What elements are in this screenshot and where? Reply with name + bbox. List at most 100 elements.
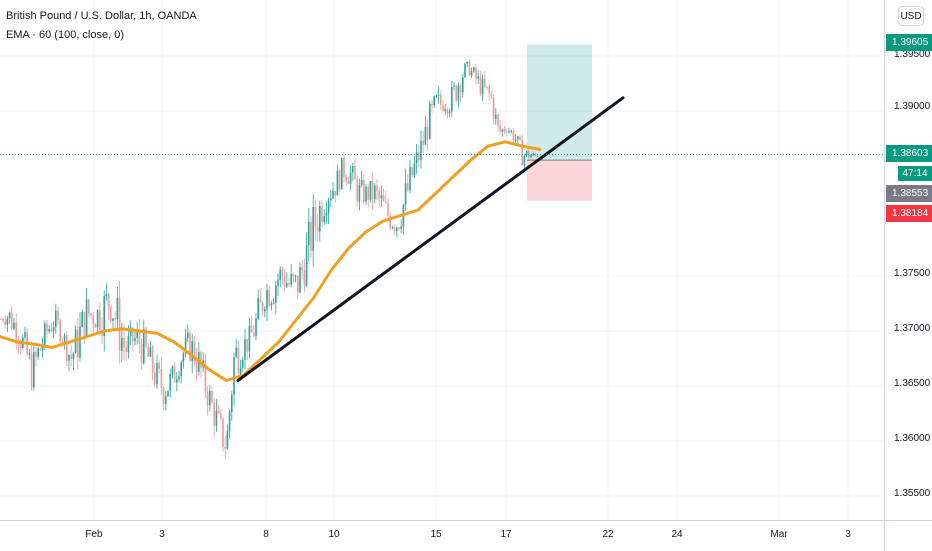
candle (167, 390, 169, 397)
candle (431, 103, 433, 106)
candle (536, 155, 539, 157)
candle (297, 275, 299, 293)
price-chart[interactable] (0, 0, 884, 520)
candle (15, 322, 17, 341)
candle (279, 269, 281, 280)
candle (385, 201, 387, 203)
candle (140, 343, 143, 363)
position-loss-zone (527, 160, 592, 201)
candle (506, 131, 508, 133)
price-tick-label: 1.37500 (894, 268, 931, 279)
candle (514, 139, 517, 141)
trend-line (236, 96, 625, 382)
candle (215, 410, 218, 426)
candle (369, 181, 372, 200)
candle (118, 297, 121, 351)
candle (283, 276, 286, 287)
candle (50, 328, 53, 331)
candle (512, 130, 515, 141)
candle (517, 136, 519, 140)
candle (136, 331, 138, 339)
candle (349, 172, 352, 184)
candle (387, 202, 389, 216)
candle (301, 267, 303, 271)
price-tick-label: 1.37000 (894, 323, 931, 334)
candle (79, 326, 81, 358)
candle (486, 86, 488, 88)
candle (433, 96, 435, 106)
candle (330, 198, 332, 201)
candle (99, 310, 101, 331)
candle (477, 76, 479, 79)
bar-countdown: 47:14 (898, 166, 932, 181)
candle (497, 114, 499, 126)
candle (2, 318, 4, 321)
candle (39, 348, 42, 351)
candle (61, 340, 64, 342)
currency-button[interactable]: USD (898, 6, 924, 26)
candle (178, 376, 180, 380)
candle (437, 94, 440, 96)
candle (367, 186, 369, 200)
candle (224, 447, 226, 449)
candle (290, 273, 292, 285)
candle (310, 221, 312, 251)
candle (488, 86, 490, 94)
candle (244, 339, 246, 360)
candle (13, 322, 15, 329)
time-tick-label: 8 (263, 529, 269, 540)
candle (464, 63, 466, 78)
candle (235, 347, 237, 357)
candle (264, 309, 266, 312)
candle (158, 362, 160, 370)
candle (259, 298, 262, 303)
candle (459, 85, 462, 93)
candle (52, 327, 55, 331)
time-tick-label: 22 (602, 529, 614, 540)
candle (299, 267, 301, 293)
candle (213, 402, 215, 426)
time-axis[interactable] (0, 520, 884, 551)
candle (176, 379, 178, 383)
stop-price-tag: 1.38184 (886, 205, 932, 222)
candle (134, 338, 136, 342)
candle (94, 324, 97, 328)
candle (532, 153, 534, 156)
candle (448, 111, 451, 114)
candle (189, 332, 191, 361)
indicator-legend[interactable]: EMA · 60 (100, close, 0) (6, 29, 124, 41)
price-axis[interactable] (884, 0, 932, 520)
candle (125, 347, 127, 353)
candle (63, 335, 66, 342)
position-profit-zone (527, 44, 592, 161)
candle (400, 226, 402, 230)
candle (138, 331, 141, 344)
candle (112, 318, 114, 321)
candle (521, 140, 523, 166)
candle (492, 97, 495, 119)
candle (327, 200, 330, 214)
candle (398, 227, 400, 230)
chart-area[interactable] (0, 0, 884, 520)
time-tick-label: Feb (85, 529, 103, 540)
candle (277, 279, 279, 286)
candle (525, 151, 528, 156)
candle (354, 166, 356, 180)
candle (209, 390, 211, 406)
candle (171, 366, 174, 375)
candle (481, 78, 484, 94)
time-tick-label: 17 (500, 529, 512, 540)
candle (226, 431, 229, 449)
candle (105, 293, 108, 297)
candle (382, 195, 385, 202)
candle (501, 129, 504, 132)
candle (455, 85, 457, 101)
candle (46, 323, 48, 332)
candle (484, 78, 486, 87)
candle (534, 153, 537, 156)
candle (268, 290, 270, 306)
candle (286, 283, 288, 287)
candle (530, 155, 532, 158)
candle (96, 310, 99, 328)
candle (332, 190, 334, 199)
